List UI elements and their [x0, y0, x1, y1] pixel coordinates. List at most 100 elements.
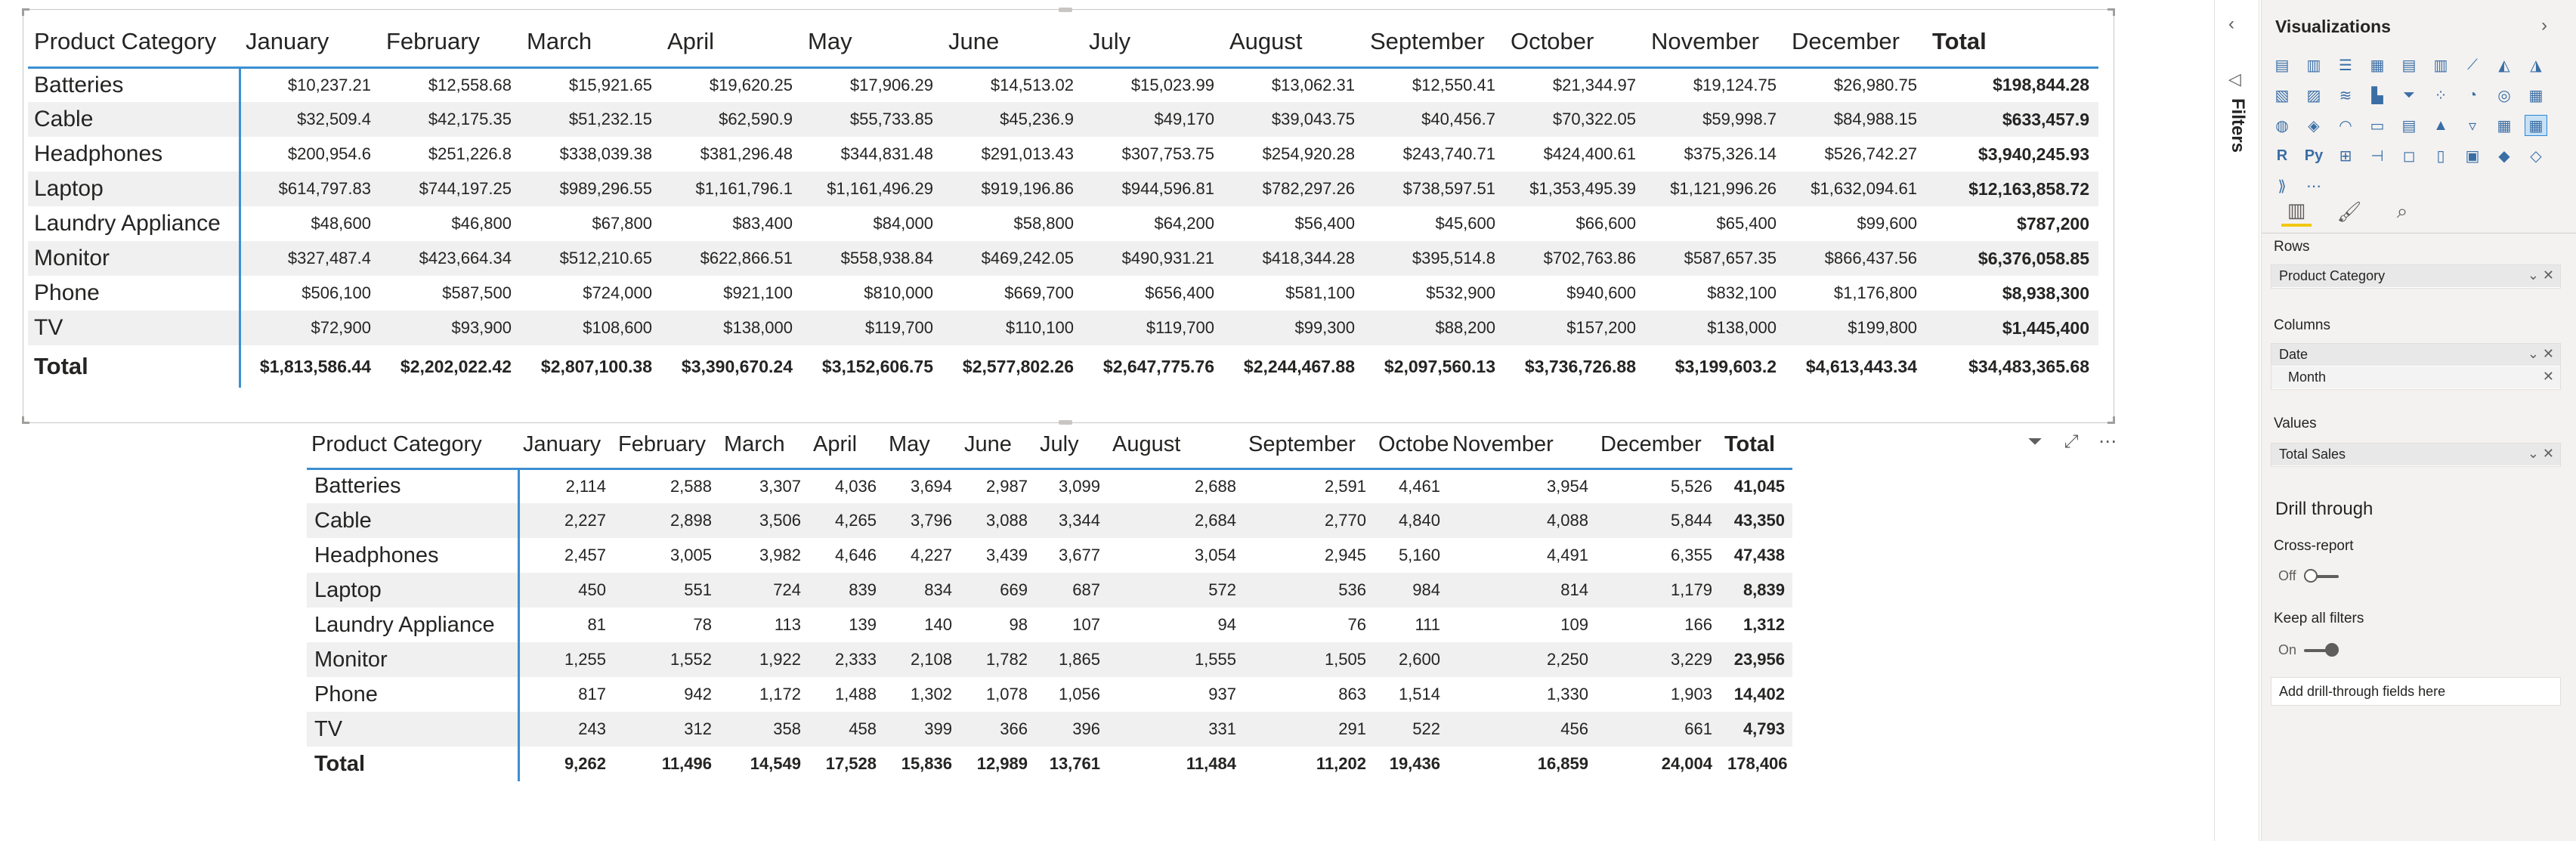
table-cell[interactable]: $469,242.05 [942, 241, 1083, 276]
table-cell[interactable]: $1,121,996.26 [1645, 172, 1786, 206]
table-cell[interactable]: 81 [587, 615, 606, 634]
table-cell[interactable]: $327,487.4 [240, 241, 380, 276]
column-total-cell[interactable]: 11,484 [1186, 754, 1236, 773]
table-cell[interactable]: $669,700 [1004, 283, 1074, 302]
table-cell[interactable]: $375,326.14 [1684, 144, 1777, 163]
table-cell[interactable]: 312 [614, 712, 719, 747]
row-header[interactable]: Phone [28, 276, 241, 311]
table-cell[interactable]: $55,733.85 [802, 102, 942, 137]
table-cell[interactable]: 3,054 [1194, 546, 1236, 564]
row-header[interactable]: Laundry Appliance [307, 608, 520, 642]
month-column-header[interactable]: June [960, 422, 1035, 470]
month-column-header[interactable]: October [1374, 422, 1448, 470]
area-chart-icon[interactable]: ◭ [2498, 57, 2510, 74]
table-cell[interactable]: $307,753.75 [1121, 144, 1214, 163]
table-cell[interactable]: 2,600 [1374, 642, 1448, 677]
table-cell[interactable]: $58,800 [1013, 214, 1074, 233]
table-cell[interactable]: $12,558.68 [428, 75, 512, 94]
table-cell[interactable]: 2,898 [614, 503, 719, 538]
column-total-cell[interactable]: 17,528 [825, 754, 877, 773]
month-column-header[interactable]: May [802, 17, 942, 69]
table-cell[interactable]: 2,684 [1108, 503, 1244, 538]
row-total-cell[interactable]: $633,457.9 [1926, 102, 2098, 137]
row-header[interactable]: Laundry Appliance [28, 206, 241, 241]
donut-chart-icon[interactable]: ◎ [2497, 87, 2511, 104]
table-cell[interactable]: 109 [1560, 615, 1588, 634]
table-cell[interactable]: 834 [884, 573, 960, 608]
row-total-cell[interactable]: 41,045 [1733, 476, 1785, 496]
analytics-tab-icon[interactable]: ⌕ [2396, 199, 2408, 222]
month-column-header[interactable]: March [719, 422, 809, 470]
table-cell[interactable]: $10,237.21 [287, 75, 371, 94]
rows-well[interactable]: Product Category ⌄ ✕ [2271, 264, 2561, 289]
table-cell[interactable]: $490,931.21 [1083, 241, 1223, 276]
table-cell[interactable]: 399 [884, 712, 960, 747]
table-cell[interactable]: 2,945 [1324, 546, 1366, 564]
month-column-header[interactable]: August [1108, 422, 1244, 470]
table-cell[interactable]: 1,514 [1398, 685, 1440, 703]
chevron-left-icon[interactable]: ‹ [2228, 14, 2234, 34]
month-column-header[interactable]: October [1504, 17, 1645, 69]
table-cell[interactable]: 536 [1244, 573, 1374, 608]
table-cell[interactable]: 1,488 [834, 685, 877, 703]
table-cell[interactable]: $344,831.48 [840, 144, 933, 163]
table-cell[interactable]: $42,175.35 [380, 102, 521, 137]
table-cell[interactable]: 817 [578, 685, 606, 703]
table-cell[interactable]: 5,844 [1596, 503, 1720, 538]
column-total-cell[interactable]: $1,813,586.44 [259, 356, 371, 376]
table-cell[interactable]: $944,596.81 [1083, 172, 1223, 206]
row-total-cell[interactable]: 47,438 [1733, 546, 1785, 564]
table-cell[interactable]: $66,600 [1576, 214, 1636, 233]
table-cell[interactable]: $88,200 [1364, 311, 1504, 345]
month-column-header[interactable]: June [942, 17, 1083, 69]
table-cell[interactable]: 166 [1684, 615, 1712, 634]
table-cell[interactable]: 1,179 [1596, 573, 1720, 608]
table-cell[interactable]: 1,056 [1058, 685, 1100, 703]
stacked-column-chart-icon[interactable]: ▥ [2306, 57, 2321, 74]
table-cell[interactable]: $84,988.15 [1786, 102, 1926, 137]
month-column-header[interactable]: May [884, 422, 960, 470]
table-cell[interactable]: 456 [1448, 712, 1596, 747]
table-cell[interactable]: $919,196.86 [942, 172, 1083, 206]
table-cell[interactable]: $39,043.75 [1223, 102, 1364, 137]
row-header[interactable]: Laptop [307, 573, 520, 608]
column-total-cell[interactable]: $2,577,802.26 [962, 356, 1074, 376]
table-cell[interactable]: $199,800 [1786, 311, 1926, 345]
cross-report-toggle[interactable] [2303, 568, 2339, 583]
table-cell[interactable]: 111 [1415, 615, 1440, 634]
month-column-header[interactable]: August [1223, 17, 1364, 69]
table-cell[interactable]: $56,400 [1294, 214, 1355, 233]
fields-tab-icon[interactable]: ▥ [2281, 196, 2312, 227]
table-cell[interactable]: 839 [809, 573, 884, 608]
month-column-header[interactable]: July [1083, 17, 1223, 69]
column-total-cell[interactable]: $3,152,606.75 [821, 356, 933, 376]
line-stacked-column-chart-icon[interactable]: ▨ [2306, 87, 2321, 104]
month-column-header[interactable]: March [521, 17, 661, 69]
table-cell[interactable]: 76 [1347, 615, 1366, 634]
table-cell[interactable]: 1,922 [719, 642, 809, 677]
table-cell[interactable]: 1,330 [1546, 685, 1588, 703]
values-field-pill[interactable]: Total Sales ⌄ ✕ [2271, 444, 2560, 466]
table-cell[interactable]: 4,088 [1448, 503, 1596, 538]
percent-bar-chart-icon[interactable]: ▤ [2401, 57, 2417, 74]
columns-subfield-pill[interactable]: Month ✕ [2271, 366, 2560, 389]
table-cell[interactable]: 1,865 [1035, 642, 1108, 677]
clustered-bar-chart-icon[interactable]: ☰ [2339, 57, 2352, 74]
table-cell[interactable]: $46,800 [451, 214, 512, 233]
cross-report-toggle-row[interactable]: Off [2278, 568, 2339, 584]
table-cell[interactable]: 5,526 [1670, 476, 1712, 496]
table-cell[interactable]: $65,400 [1716, 214, 1777, 233]
table-cell[interactable]: 1,782 [960, 642, 1035, 677]
table-cell[interactable]: $19,620.25 [709, 75, 793, 94]
column-total-cell[interactable]: 13,761 [1049, 754, 1100, 773]
table-cell[interactable]: $587,500 [442, 283, 512, 302]
column-total-cell[interactable]: 19,436 [1389, 754, 1440, 773]
table-cell[interactable]: $119,700 [802, 311, 942, 345]
table-cell[interactable]: $93,900 [380, 311, 521, 345]
table-cell[interactable]: $157,200 [1504, 311, 1645, 345]
table-cell[interactable]: 4,646 [834, 546, 877, 564]
filter-icon[interactable]: ⏷ [2027, 431, 2043, 452]
filters-pane[interactable]: ‹ ◁ Filters [2214, 0, 2259, 841]
table-cell[interactable]: 2,114 [565, 476, 606, 496]
table-cell[interactable]: 2,227 [518, 503, 614, 538]
